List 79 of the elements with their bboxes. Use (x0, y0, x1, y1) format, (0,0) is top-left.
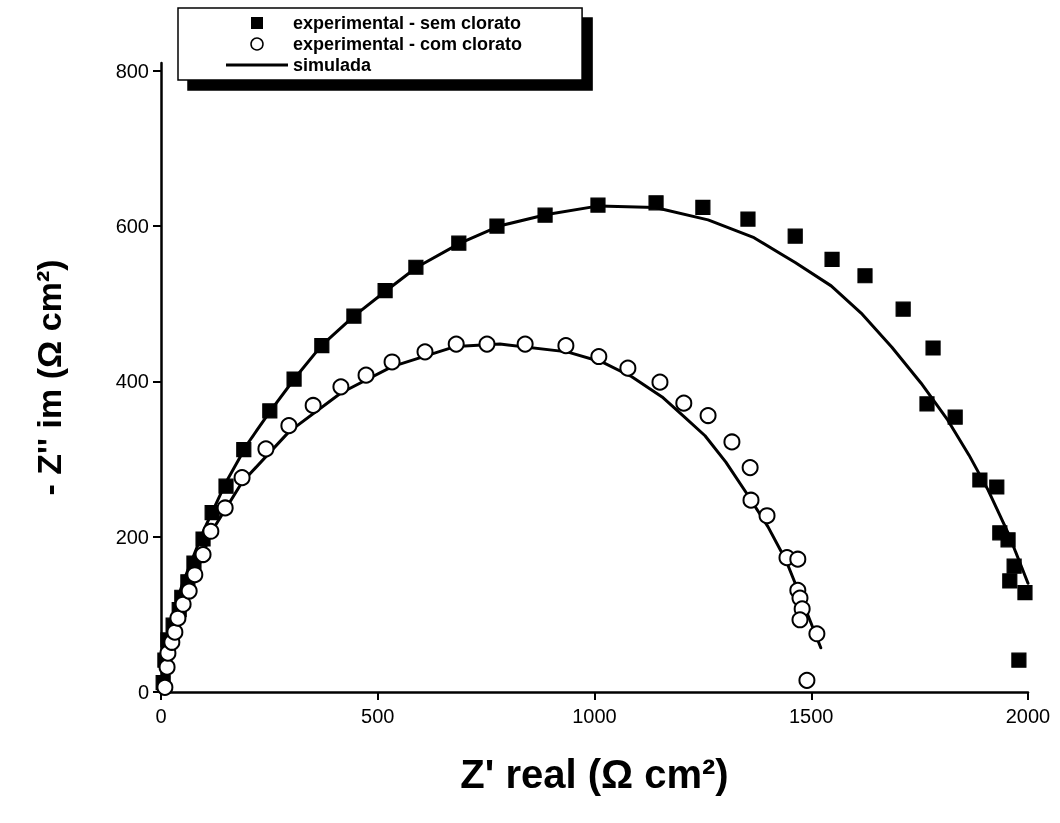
point (346, 308, 362, 324)
point (619, 359, 637, 377)
point (1006, 558, 1022, 574)
point (286, 371, 302, 387)
point (699, 407, 717, 425)
point (791, 611, 809, 629)
point (332, 378, 350, 396)
point (1011, 652, 1027, 668)
legend-label: experimental - com clorato (293, 34, 523, 54)
point (314, 338, 330, 354)
point (489, 218, 505, 234)
point (1017, 585, 1033, 601)
point (262, 403, 278, 419)
point (537, 207, 553, 223)
point (233, 469, 251, 487)
point (158, 658, 176, 676)
y-axis-title: - Z'' im (Ω cm²) (30, 259, 68, 496)
point (787, 228, 803, 244)
x-tick-label: 0 (155, 705, 167, 727)
point (174, 595, 192, 613)
legend-label: experimental - sem clorato (293, 13, 522, 33)
point (723, 433, 741, 451)
point (972, 472, 988, 488)
point (202, 522, 220, 540)
point (280, 417, 298, 435)
point (1000, 532, 1016, 548)
point (408, 259, 424, 275)
y-tick-label: 200 (115, 525, 149, 548)
point (516, 335, 534, 353)
point (857, 268, 873, 284)
point (557, 337, 575, 355)
point (648, 195, 664, 211)
point (186, 566, 204, 584)
y-tick-label: 0 (137, 681, 149, 703)
point (218, 478, 234, 494)
point (377, 282, 393, 299)
point (695, 199, 711, 216)
y-tick-label: 800 (115, 59, 149, 82)
point (166, 623, 184, 641)
point (947, 409, 963, 425)
x-tick-label: 500 (361, 705, 395, 727)
point (216, 499, 234, 517)
point (1002, 573, 1018, 589)
point (740, 211, 756, 227)
point (357, 366, 375, 384)
point (789, 550, 807, 568)
point (895, 301, 911, 317)
point (451, 235, 467, 251)
point (651, 373, 669, 391)
point (236, 442, 252, 458)
point (824, 251, 840, 268)
point (383, 353, 401, 371)
point (798, 671, 816, 689)
point (989, 479, 1005, 495)
point (808, 625, 826, 643)
point (590, 197, 606, 213)
x-axis-title: Z' real (Ω cm²) (460, 752, 729, 796)
point (180, 582, 198, 600)
legend-label: simulada (293, 55, 373, 75)
point (919, 396, 935, 412)
x-tick-label: 2000 (1005, 705, 1051, 727)
point (156, 678, 174, 696)
x-tick-label: 1500 (789, 705, 834, 727)
y-tick-label: 600 (115, 215, 149, 238)
point (416, 343, 434, 361)
y-tick-label: 400 (115, 370, 149, 393)
point (742, 491, 760, 509)
point (447, 335, 465, 353)
x-tick-label: 1000 (572, 705, 617, 727)
point (304, 396, 322, 414)
point (925, 340, 941, 356)
point (194, 546, 212, 564)
point (169, 609, 187, 627)
point (675, 394, 693, 412)
point (257, 440, 275, 458)
point (590, 348, 608, 366)
point (741, 459, 759, 477)
point (758, 507, 776, 525)
point (478, 335, 496, 353)
